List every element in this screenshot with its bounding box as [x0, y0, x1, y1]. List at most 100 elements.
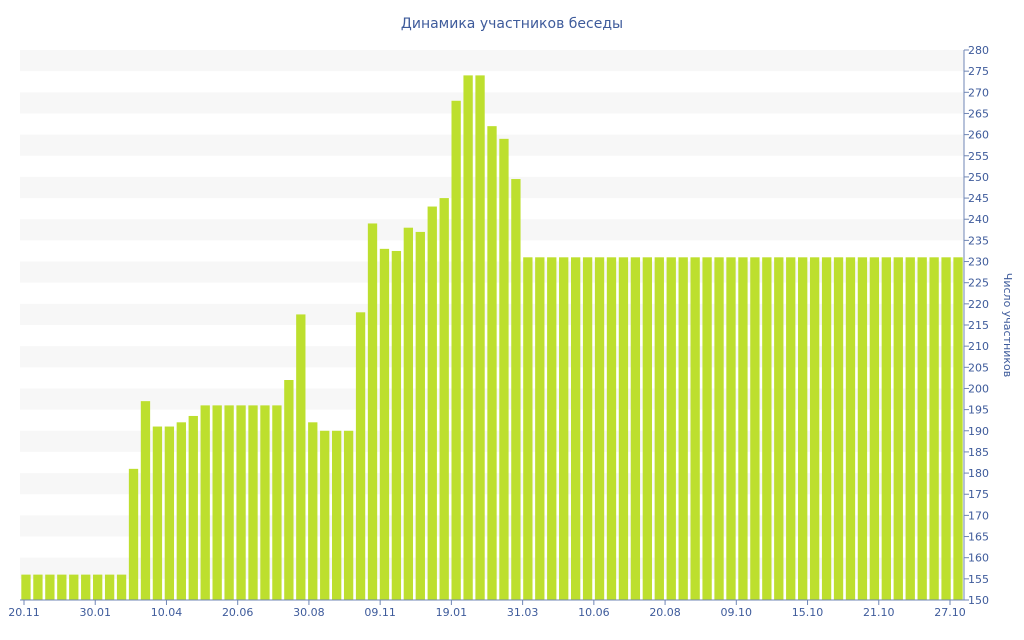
y-tick-label: 280 — [968, 44, 989, 57]
bar — [606, 257, 617, 600]
bar — [296, 314, 306, 600]
x-ticks: 20.11 30.01 10.04 20.06 30.08 09.11 19.01 31.03… — [8, 600, 966, 619]
y-tick-label: 205 — [968, 361, 989, 374]
bar — [57, 574, 67, 600]
bar — [355, 312, 366, 600]
bar — [690, 257, 700, 600]
y-ticks: 150 155 160 165 170 175 180 185 190 195 200 205 210 2… — [964, 44, 989, 607]
x-tick-label: 15.10 — [792, 606, 824, 619]
bar — [953, 257, 963, 600]
bar — [272, 405, 282, 600]
bar — [905, 257, 915, 600]
bar — [427, 206, 437, 601]
bar — [845, 257, 856, 600]
bar — [69, 574, 79, 600]
y-tick-label: 230 — [968, 256, 989, 269]
bar — [678, 257, 688, 600]
bar — [45, 574, 55, 600]
y-tick-label: 265 — [968, 107, 989, 120]
bar — [391, 250, 402, 600]
grid-band — [20, 50, 964, 72]
bar — [248, 405, 258, 600]
bar — [403, 227, 414, 600]
bar — [487, 126, 497, 601]
bar — [200, 405, 210, 600]
bar — [654, 257, 664, 600]
y-tick-label: 240 — [968, 213, 989, 226]
bar — [236, 405, 246, 600]
bar — [941, 257, 951, 600]
bar — [81, 574, 91, 600]
bar — [821, 257, 832, 600]
bar — [881, 257, 891, 600]
bar — [594, 257, 605, 600]
bar — [224, 405, 234, 600]
bar — [128, 468, 139, 600]
bar — [451, 100, 461, 601]
x-tick-label: 20.11 — [8, 606, 40, 619]
y-tick-label: 270 — [968, 86, 989, 99]
bar — [463, 75, 473, 600]
bar — [33, 574, 43, 600]
bar — [93, 574, 103, 600]
y-tick-label: 190 — [968, 425, 989, 438]
bar — [104, 574, 115, 600]
y-tick-label: 220 — [968, 298, 989, 311]
y-tick-label: 255 — [968, 150, 989, 163]
bar — [260, 405, 270, 600]
bar — [559, 257, 569, 600]
y-tick-label: 200 — [968, 382, 989, 395]
y-tick-label: 155 — [968, 573, 989, 586]
bar — [714, 257, 724, 600]
bar — [762, 257, 772, 600]
y-axis-label: Число участников — [1001, 273, 1014, 377]
bar — [798, 257, 808, 600]
y-tick-label: 260 — [968, 129, 989, 142]
chart-title: Динамика участников беседы — [401, 16, 623, 32]
bar — [439, 198, 449, 600]
bar — [570, 257, 581, 600]
bar — [702, 257, 712, 600]
bar — [21, 574, 31, 600]
bar — [618, 257, 629, 600]
bars — [21, 75, 963, 601]
bar — [320, 430, 330, 600]
x-tick-label: 31.03 — [507, 606, 539, 619]
bar — [152, 426, 163, 600]
y-tick-label: 215 — [968, 319, 989, 332]
x-tick-label: 20.08 — [649, 606, 681, 619]
y-tick-label: 160 — [968, 552, 989, 565]
y-tick-label: 175 — [968, 488, 989, 501]
bar — [786, 257, 796, 600]
bar — [893, 257, 903, 600]
bar — [642, 257, 652, 600]
grid-band — [20, 92, 964, 114]
x-tick-label: 21.10 — [863, 606, 895, 619]
y-tick-label: 245 — [968, 192, 989, 205]
y-tick-label: 210 — [968, 340, 989, 353]
bar — [308, 422, 318, 600]
bar — [738, 257, 748, 600]
y-tick-label: 195 — [968, 404, 989, 417]
x-tick-label: 09.10 — [721, 606, 753, 619]
y-tick-label: 250 — [968, 171, 989, 184]
x-tick-label: 09.11 — [364, 606, 396, 619]
bar — [857, 257, 868, 600]
x-tick-label: 20.06 — [222, 606, 254, 619]
bar — [332, 430, 342, 600]
bar — [809, 257, 820, 600]
y-tick-label: 275 — [968, 65, 989, 78]
bar — [535, 257, 545, 600]
bar — [523, 257, 533, 600]
bar — [475, 75, 485, 600]
x-tick-label: 30.08 — [293, 606, 325, 619]
bar — [917, 257, 927, 600]
bar — [750, 257, 760, 600]
bar — [547, 257, 557, 600]
y-tick-label: 165 — [968, 531, 989, 544]
bar — [212, 405, 222, 600]
y-tick-label: 180 — [968, 467, 989, 480]
bar — [929, 257, 939, 600]
bar — [415, 231, 425, 601]
